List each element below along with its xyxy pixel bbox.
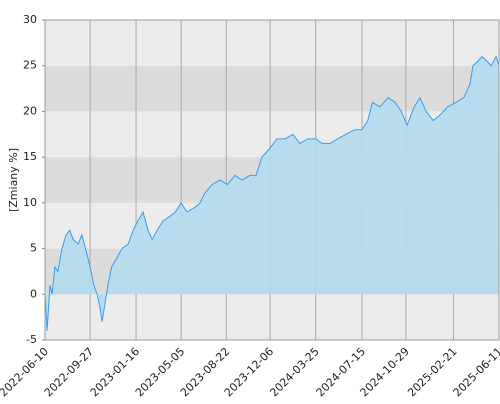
y-tick-label: 5 bbox=[30, 242, 37, 255]
area bbox=[45, 56, 499, 331]
y-tick-label: 10 bbox=[23, 196, 37, 209]
y-tick-label: 15 bbox=[23, 150, 37, 163]
band bbox=[45, 20, 499, 66]
band bbox=[45, 65, 499, 112]
y-tick-label: 20 bbox=[23, 104, 37, 117]
line bbox=[44, 55, 500, 331]
y-tick-label: 30 bbox=[23, 13, 37, 26]
band bbox=[45, 294, 499, 340]
y-tick-label: 25 bbox=[23, 59, 37, 72]
y-tick-label: 0 bbox=[30, 287, 37, 300]
plot-frame bbox=[44, 19, 500, 341]
y-axis-label: [Zmiany %] bbox=[7, 148, 20, 212]
y-tick-label: -5 bbox=[26, 333, 37, 346]
